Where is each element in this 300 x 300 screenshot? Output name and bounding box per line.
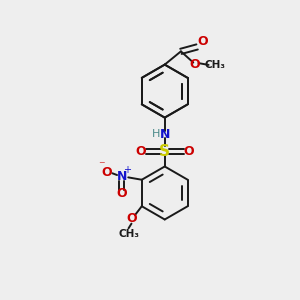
Text: CH₃: CH₃ [118, 229, 139, 239]
Text: O: O [135, 145, 146, 158]
Text: ⁻: ⁻ [98, 160, 105, 173]
Text: O: O [116, 187, 127, 200]
Text: S: S [159, 144, 170, 159]
Text: N: N [117, 170, 127, 183]
Text: O: O [189, 58, 200, 71]
Text: H: H [152, 129, 160, 139]
Text: O: O [197, 35, 208, 48]
Text: N: N [160, 128, 170, 141]
Text: O: O [102, 166, 112, 179]
Text: CH₃: CH₃ [205, 60, 226, 70]
Text: +: + [123, 165, 131, 175]
Text: O: O [126, 212, 137, 225]
Text: O: O [184, 145, 194, 158]
